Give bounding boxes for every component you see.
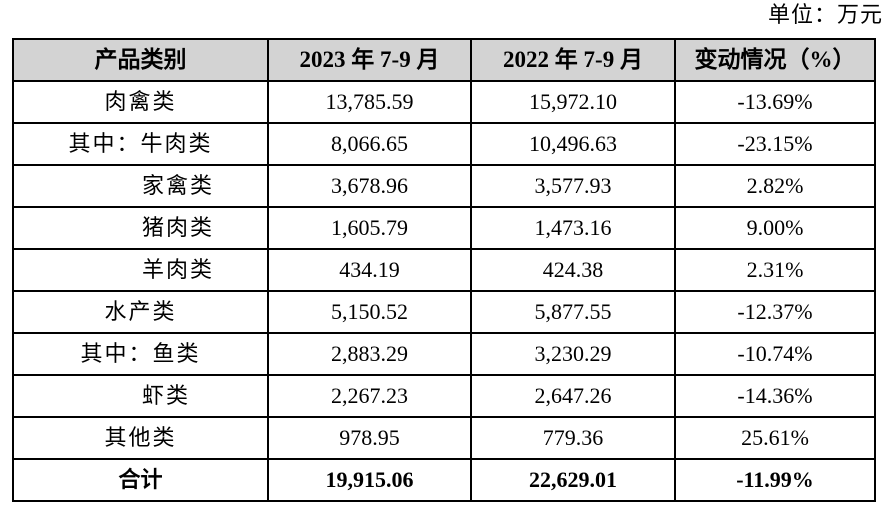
value-2023-cell: 1,605.79 — [267, 206, 472, 250]
change-cell: -23.15% — [674, 122, 876, 166]
unit-label: 单位：万元 — [767, 2, 883, 27]
category-cell: 猪肉类 — [12, 206, 269, 250]
value-2023-cell: 13,785.59 — [267, 80, 472, 124]
row-shrimp: 虾类 2,267.23 2,647.26 -14.36% — [12, 374, 876, 418]
row-total: 合计 19,915.06 22,629.01 -11.99% — [12, 458, 876, 502]
value-2022-cell: 3,577.93 — [470, 164, 676, 208]
value-2022-cell: 5,877.55 — [470, 290, 676, 334]
value-2022-cell: 424.38 — [470, 248, 676, 292]
change-cell: -10.74% — [674, 332, 876, 376]
header-row: 产品类别 2023 年 7-9 月 2022 年 7-9 月 变动情况（%） — [12, 38, 876, 82]
header-2022-jul-sep: 2022 年 7-9 月 — [470, 38, 676, 82]
value-2023-cell: 2,267.23 — [267, 374, 472, 418]
product-sales-table: 产品类别 2023 年 7-9 月 2022 年 7-9 月 变动情况（%） 肉… — [12, 38, 876, 502]
row-pork: 猪肉类 1,605.79 1,473.16 9.00% — [12, 206, 876, 250]
category-cell: 虾类 — [12, 374, 269, 418]
row-mutton: 羊肉类 434.19 424.38 2.31% — [12, 248, 876, 292]
change-cell: 2.31% — [674, 248, 876, 292]
change-cell: 25.61% — [674, 416, 876, 460]
change-cell: -11.99% — [674, 458, 876, 502]
row-poultry: 家禽类 3,678.96 3,577.93 2.82% — [12, 164, 876, 208]
header-2023-jul-sep: 2023 年 7-9 月 — [267, 38, 472, 82]
category-cell: 合计 — [12, 458, 269, 502]
value-2023-cell: 19,915.06 — [267, 458, 472, 502]
value-2023-cell: 8,066.65 — [267, 122, 472, 166]
value-2023-cell: 2,883.29 — [267, 332, 472, 376]
row-fish: 其中：鱼类 2,883.29 3,230.29 -10.74% — [12, 332, 876, 376]
category-cell: 水产类 — [12, 290, 269, 334]
change-cell: 2.82% — [674, 164, 876, 208]
header-change-percent: 变动情况（%） — [674, 38, 876, 82]
change-cell: -14.36% — [674, 374, 876, 418]
category-cell: 羊肉类 — [12, 248, 269, 292]
category-cell: 其中：牛肉类 — [12, 122, 269, 166]
value-2023-cell: 978.95 — [267, 416, 472, 460]
change-cell: 9.00% — [674, 206, 876, 250]
value-2022-cell: 3,230.29 — [470, 332, 676, 376]
change-cell: -12.37% — [674, 290, 876, 334]
header-product-category: 产品类别 — [12, 38, 269, 82]
category-cell: 其中：鱼类 — [12, 332, 269, 376]
value-2023-cell: 3,678.96 — [267, 164, 472, 208]
value-2023-cell: 5,150.52 — [267, 290, 472, 334]
row-meat-poultry: 肉禽类 13,785.59 15,972.10 -13.69% — [12, 80, 876, 124]
row-beef: 其中：牛肉类 8,066.65 10,496.63 -23.15% — [12, 122, 876, 166]
value-2022-cell: 15,972.10 — [470, 80, 676, 124]
category-cell: 肉禽类 — [12, 80, 269, 124]
report-page: 单位：万元 产品类别 2023 年 7-9 月 2022 年 7-9 月 变动情… — [0, 3, 886, 509]
value-2022-cell: 1,473.16 — [470, 206, 676, 250]
value-2022-cell: 22,629.01 — [470, 458, 676, 502]
change-cell: -13.69% — [674, 80, 876, 124]
value-2022-cell: 2,647.26 — [470, 374, 676, 418]
value-2022-cell: 10,496.63 — [470, 122, 676, 166]
category-cell: 其他类 — [12, 416, 269, 460]
value-2023-cell: 434.19 — [267, 248, 472, 292]
category-cell: 家禽类 — [12, 164, 269, 208]
row-other: 其他类 978.95 779.36 25.61% — [12, 416, 876, 460]
value-2022-cell: 779.36 — [470, 416, 676, 460]
row-aquatic: 水产类 5,150.52 5,877.55 -12.37% — [12, 290, 876, 334]
